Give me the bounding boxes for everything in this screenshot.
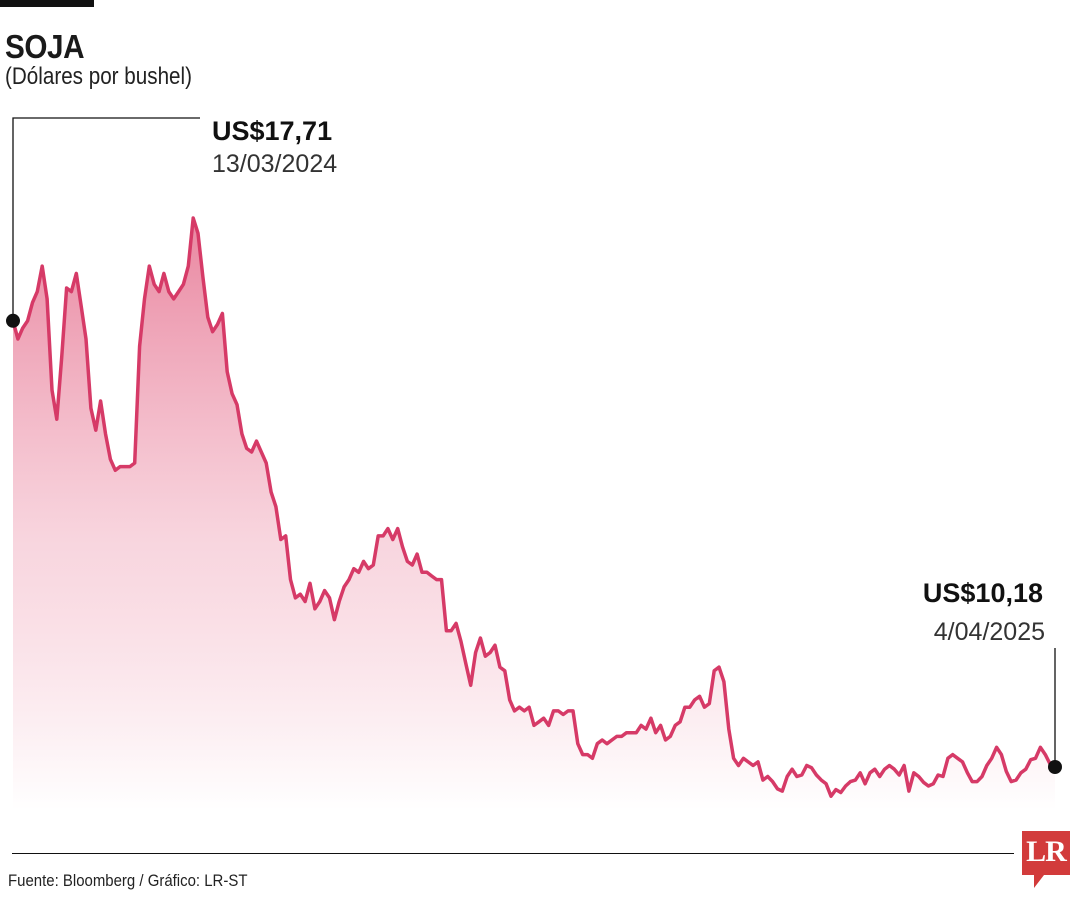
annotation-high-leader	[12, 117, 200, 321]
source-note: Fuente: Bloomberg / Gráfico: LR-ST	[8, 871, 248, 890]
chart-area: US$17,71 13/03/2024 US$10,18 4/04/2025	[6, 116, 1062, 810]
annotation-last-value: US$10,18	[923, 578, 1043, 608]
end-point-marker	[1048, 760, 1062, 774]
start-point-marker	[6, 313, 20, 328]
bottom-rule	[12, 853, 1014, 854]
top-rule	[0, 0, 94, 7]
annotation-last-date: 4/04/2025	[934, 618, 1045, 646]
price-area-fill	[13, 218, 1055, 810]
logo-text: LR	[1026, 835, 1067, 868]
chart-subtitle: (Dólares por bushel)	[5, 63, 192, 90]
lr-logo: LR	[1022, 831, 1070, 889]
annotation-high-value: US$17,71	[212, 116, 332, 146]
price-line	[11, 216, 1056, 798]
annotation-high-date: 13/03/2024	[212, 150, 337, 178]
chart-title: SOJA	[5, 28, 85, 65]
